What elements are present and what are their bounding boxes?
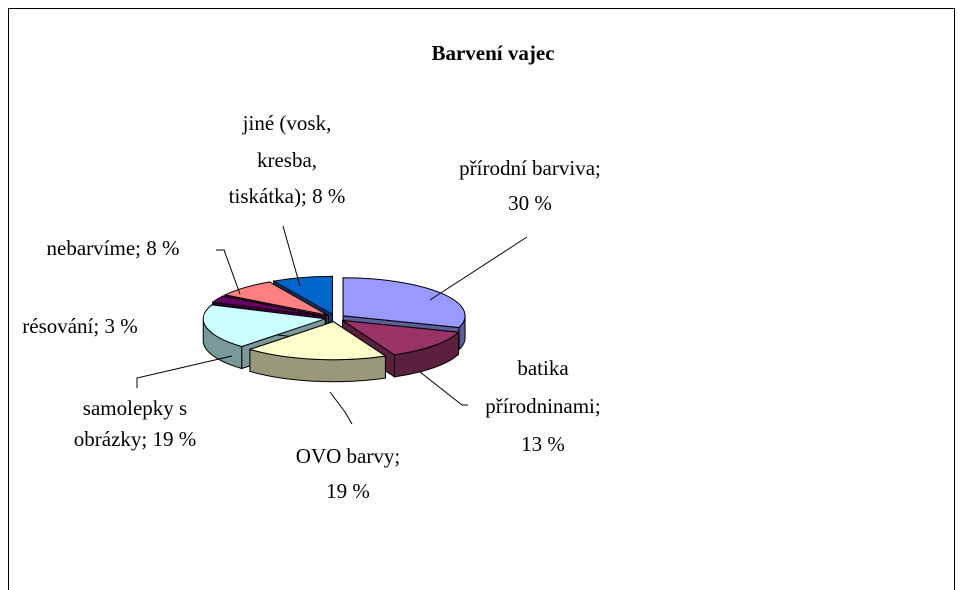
data-label: samolepky s [83,396,187,420]
leader-line [429,236,528,301]
leader-line [329,391,353,425]
data-label: 19 % [326,479,370,503]
slice [342,277,466,329]
chart-title: Barvení vajec [431,41,554,65]
slice [202,304,326,348]
data-label: kresba, [257,148,317,172]
data-label: jiné (vosk, [242,111,332,135]
data-label: 30 % [508,191,552,215]
slice [248,321,387,361]
slice [272,275,334,316]
data-label: přírodninami; [485,394,600,418]
data-label: obrázky; 19 % [74,427,196,451]
leader-line [136,355,233,388]
slice [223,281,329,316]
leader-line [216,249,241,295]
chart-frame [8,8,955,590]
slice [342,319,460,356]
data-label: přírodní barviva; [459,156,601,180]
leader-line [282,225,301,287]
data-label: OVO barvy; [296,444,400,468]
slice [211,295,327,317]
data-label: tiskátka); 8 % [229,184,346,208]
data-label: 13 % [521,432,565,456]
leader-line [419,371,468,406]
data-label: résování; 3 % [22,314,137,338]
data-label: batika [517,356,569,380]
data-label: nebarvíme; 8 % [47,236,180,260]
